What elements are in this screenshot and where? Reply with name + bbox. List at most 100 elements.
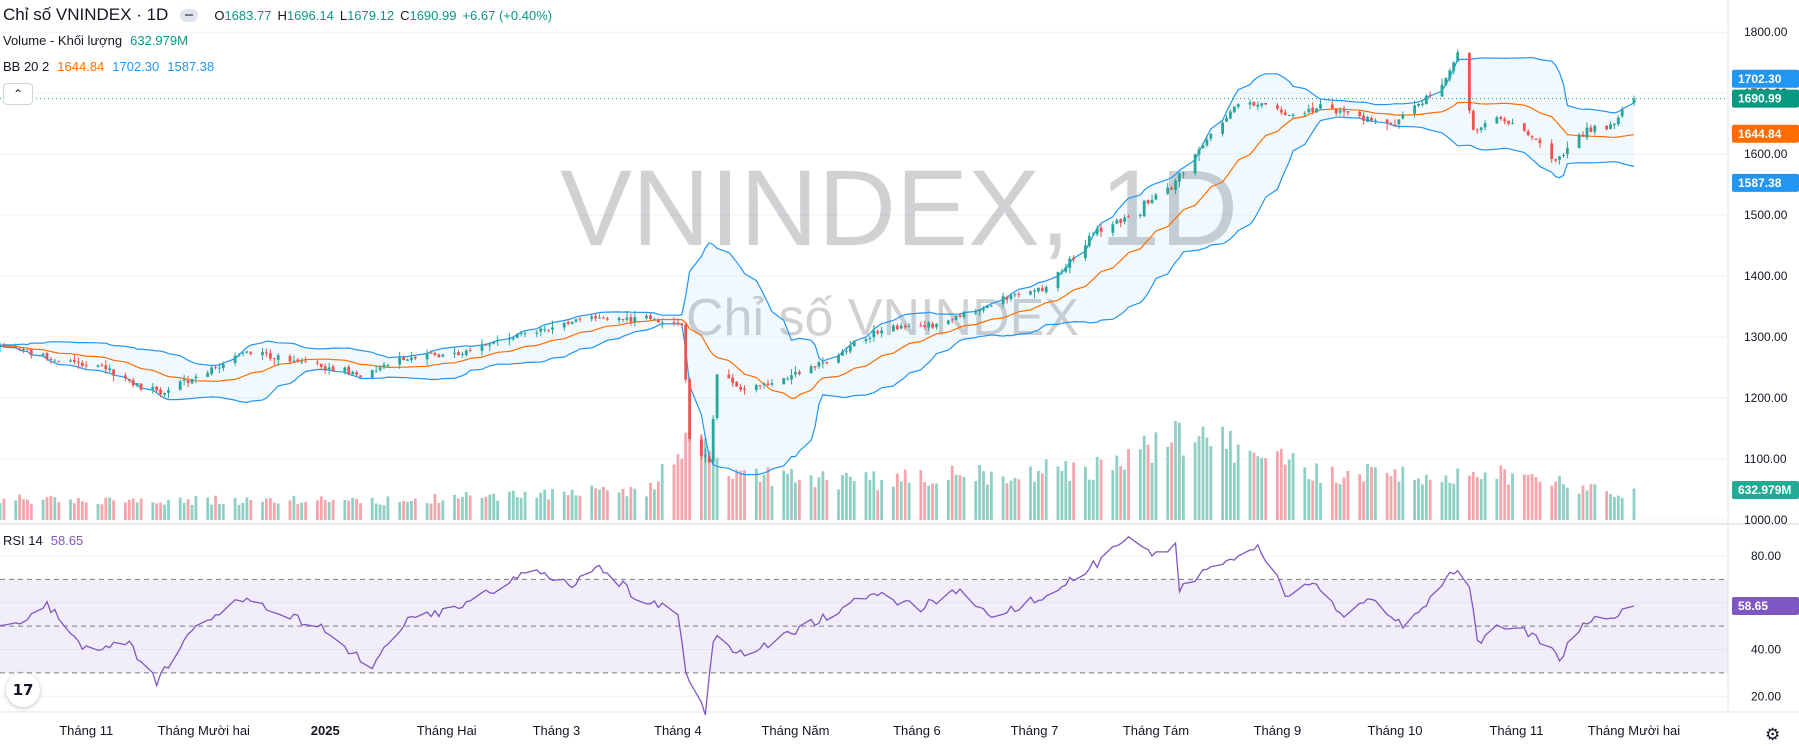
candle-body [1522,123,1526,131]
rsi-label: RSI 14 [3,533,43,548]
candle-body [1401,114,1405,119]
candle-body [927,322,931,328]
volume-bar [1056,466,1060,520]
candle-body [535,332,539,334]
volume-bar [1440,481,1444,520]
volume-bar [245,497,249,520]
candle-body [100,365,104,367]
volume-bar [288,500,292,520]
volume-bar [543,489,547,520]
volume-bar [895,473,899,520]
volume-bar [519,497,523,520]
candle-body [218,367,221,369]
candle-body [351,371,355,375]
volume-bar [1068,480,1072,520]
volume-bar [261,501,264,520]
volume-bar [1479,479,1483,520]
volume-bar [974,481,978,520]
candle-body [190,379,194,384]
candle-body [1448,70,1452,79]
candle-body [276,355,280,360]
candle-body [1424,95,1428,105]
rsi-badge: 58.65 [1738,599,1768,613]
candle-body [1389,122,1393,124]
volume-bar [69,499,72,520]
volume-bar [26,499,29,520]
tradingview-logo-icon[interactable]: 17 [6,673,40,707]
time-tick-label: Tháng Năm [761,723,829,738]
volume-bar [1142,435,1146,520]
volume-bar [1632,488,1636,520]
candle-body [378,367,382,371]
candle-body [316,362,319,364]
candle-body [523,333,527,335]
candle-body [1146,200,1150,204]
hide-legend-button[interactable] [180,8,199,22]
volume-bar [112,500,115,520]
candle-body [1609,124,1612,129]
candle-body [1577,134,1581,148]
volume-bar [398,502,402,520]
volume-bar [1550,485,1554,520]
candle-body [1530,136,1534,138]
symbol-title[interactable]: Chỉ số VNINDEX · 1D [3,5,169,24]
candle-body [958,315,962,317]
rsi-tick-label: 80.00 [1751,549,1781,563]
candle-body [707,456,711,463]
volume-bar [1154,432,1158,520]
volume-bar [18,494,21,520]
collapse-legend-button[interactable]: ⌃ [3,83,33,105]
candle-body [511,338,515,340]
candle-body [566,321,570,324]
candle-body [602,317,605,319]
volume-bar [1374,467,1377,520]
candle-body [1087,236,1091,246]
volume-legend[interactable]: Volume - Khối lượng 632.979M [3,33,188,48]
bb-legend[interactable]: BB 20 2 1644.84 1702.30 1587.38 [3,59,214,74]
candle-body [73,360,76,362]
volume-bar [1232,462,1236,520]
candle-body [633,317,637,322]
volume-bar [617,492,621,520]
rsi-tick-label: 40.00 [1751,643,1781,657]
volume-bar [1319,482,1322,520]
candle-body [982,308,985,311]
volume-bar [1276,451,1279,520]
volume-bar [151,502,155,520]
rsi-legend[interactable]: RSI 14 58.65 [3,533,83,548]
volume-bar [359,503,362,520]
volume-bar [347,500,351,520]
volume-bar [852,481,856,520]
volume-bar [927,485,931,520]
gear-icon[interactable]: ⚙ [1765,725,1780,745]
volume-bar [1522,474,1526,520]
candle-body [1585,127,1589,138]
candle-body [656,320,660,323]
candle-body [1044,287,1048,293]
volume-bar [590,485,594,520]
volume-bar [1279,448,1283,520]
candle-body [1475,129,1479,131]
volume-bar [1119,466,1123,520]
volume-bar [1346,470,1350,520]
volume-bar [453,494,456,520]
candle-body [1616,117,1620,125]
volume-bar [441,500,445,520]
candle-body [135,383,139,386]
volume-bar [1585,490,1589,520]
volume-bar [272,502,276,520]
volume-badge-bg [1732,481,1799,499]
volume-bar [1444,475,1448,520]
candle-body [484,344,488,346]
volume-bar [1330,466,1334,520]
candle-body [766,383,770,386]
candle-body [1397,119,1401,125]
open-label: O [214,7,225,23]
volume-bar [292,495,296,520]
candle-body [770,383,774,385]
candle-body [1495,117,1499,124]
volume-bar [22,499,25,520]
volume-bar [821,471,825,520]
candle-body [1276,105,1279,109]
